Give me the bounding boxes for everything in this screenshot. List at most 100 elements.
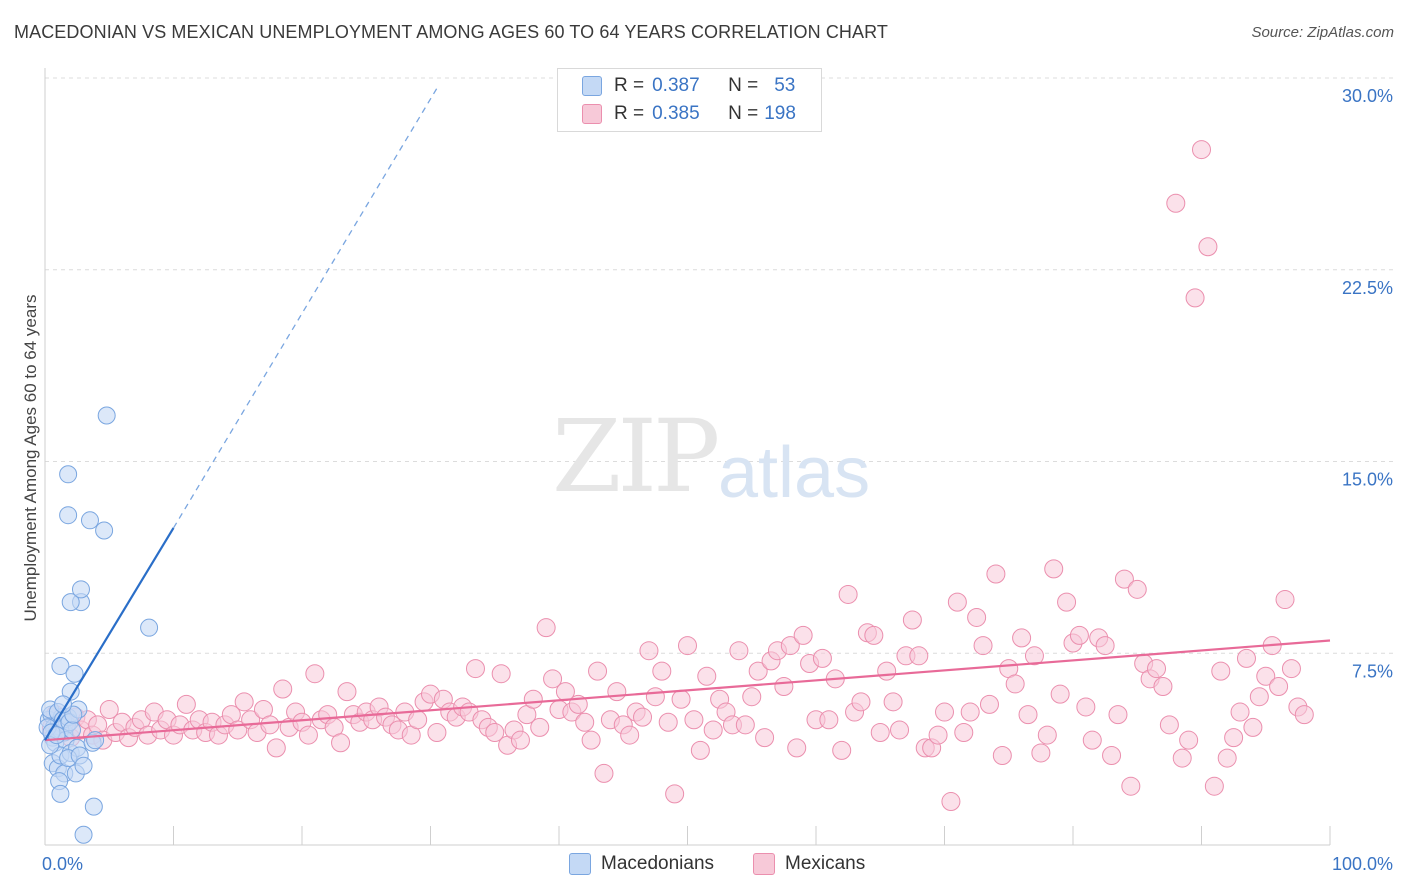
mexicans-point [819, 710, 839, 730]
legend-r-label: R = [614, 103, 645, 124]
mexicans-point [678, 636, 697, 656]
mexicans-legend-swatch [753, 853, 775, 875]
mexicans-point [298, 725, 318, 745]
mexicans-point [979, 694, 999, 714]
mexicans-point [1159, 715, 1179, 735]
mexicans-point [742, 687, 762, 707]
y-tick-label: 30.0% [1342, 86, 1393, 106]
mexicans-point [1031, 743, 1051, 763]
correlation-legend: R = 0.387 N = 53 R = 0.385 N = 198 [557, 68, 822, 132]
y-tick-label: 7.5% [1352, 661, 1393, 681]
mexicans-point [1147, 659, 1167, 679]
mexicans-point [1236, 648, 1256, 668]
mexicans-point [260, 715, 280, 735]
mexicans-point [1217, 748, 1237, 768]
macedonians-point [74, 756, 93, 775]
mexicans-points [41, 140, 1314, 812]
mexicans-point [1024, 646, 1044, 666]
mexicans-point [530, 717, 550, 737]
mexicans-point [1294, 705, 1314, 725]
mexicans-point [1018, 705, 1038, 725]
mexicans-point [1082, 730, 1102, 750]
mexicans-legend-label: Mexicans [785, 853, 866, 874]
mexicans-point [1269, 676, 1289, 696]
legend-n-label: N = [728, 75, 759, 96]
mexicans-point [1069, 625, 1089, 645]
mexicans-point [947, 592, 967, 612]
mexicans-point [408, 710, 428, 730]
macedonians-point [61, 593, 80, 612]
mexicans-point [928, 725, 948, 745]
mexicans-point [774, 676, 794, 696]
mexicans-point [1037, 725, 1057, 745]
y-tick-label: 15.0% [1342, 470, 1393, 490]
mexicans-point [337, 682, 357, 702]
mexicans-swatch [582, 104, 602, 124]
mexicans-point [1172, 748, 1192, 768]
legend-n-label: N = [728, 103, 759, 124]
macedonians-point [59, 506, 78, 525]
mexicans-point [1044, 559, 1064, 579]
mexicans-point [652, 661, 672, 681]
mexicans-point [755, 728, 775, 748]
mexicans-point [1166, 193, 1186, 213]
mexicans-point [485, 723, 505, 743]
mexicans-point [588, 661, 608, 681]
mexicans-point [1005, 674, 1025, 694]
bottom-legend-mexicans: Mexicans [753, 851, 865, 877]
mexicans-point [1076, 697, 1096, 717]
mexicans-point [658, 712, 678, 732]
mexicans-point [703, 720, 723, 740]
macedonians-point [84, 797, 103, 816]
mexicans-point [902, 610, 922, 630]
legend-r-label: R = [614, 75, 645, 96]
mexicans-point [305, 664, 325, 684]
mexicans-r-value: 0.385 [652, 103, 700, 124]
mexicans-point [1012, 628, 1032, 648]
mexicans-point [1204, 776, 1224, 796]
chart-source: Source: ZipAtlas.com [1251, 24, 1394, 41]
macedonians-point [51, 784, 70, 803]
tick-labels: 7.5% 15.0% 22.5% 30.0% 0.0% 100.0% [42, 86, 1393, 874]
mexicans-n-value: 198 [764, 103, 796, 124]
mexicans-point [967, 607, 987, 627]
mexicans-point [633, 707, 653, 727]
mexicans-point [427, 723, 447, 743]
mexicans-point [954, 723, 974, 743]
mexicans-point [935, 702, 954, 722]
macedonians-legend-swatch [569, 853, 591, 875]
macedonians-point [51, 657, 70, 676]
mexicans-point [491, 664, 511, 684]
mexicans-point [793, 625, 813, 645]
macedonians-point [65, 664, 84, 683]
mexicans-point [665, 784, 685, 804]
mexicans-point [684, 710, 704, 730]
mexicans-point [883, 692, 903, 712]
macedonians-point [62, 720, 81, 739]
mexicans-point [176, 694, 196, 714]
mexicans-point [1179, 730, 1199, 750]
macedonians-point [86, 731, 105, 750]
mexicans-point [890, 720, 910, 740]
macedonians-point [95, 521, 114, 540]
mexicans-point [787, 738, 807, 758]
macedonians-legend-label: Macedonians [601, 853, 715, 874]
mexicans-point [645, 687, 665, 707]
mexicans-point [1256, 666, 1276, 686]
mexicans-point [812, 648, 832, 668]
mexicans-point [234, 692, 254, 712]
macedonians-point [71, 580, 90, 599]
mexicans-point [992, 746, 1012, 766]
mexicans-point [1102, 746, 1122, 766]
y-axis-label: Unemployment Among Ages 60 to 64 years [21, 295, 40, 622]
mexicans-point [1249, 687, 1269, 707]
mexicans-point [941, 792, 961, 812]
mexicans-point [1127, 579, 1147, 599]
mexicans-point [1050, 684, 1070, 704]
mexicans-point [671, 689, 691, 709]
mexicans-point [1057, 592, 1077, 612]
mexicans-point [870, 723, 890, 743]
macedonians-n-value: 53 [774, 75, 796, 96]
x-tick-label: 0.0% [42, 854, 83, 874]
macedonians-trend-extension [172, 87, 438, 529]
